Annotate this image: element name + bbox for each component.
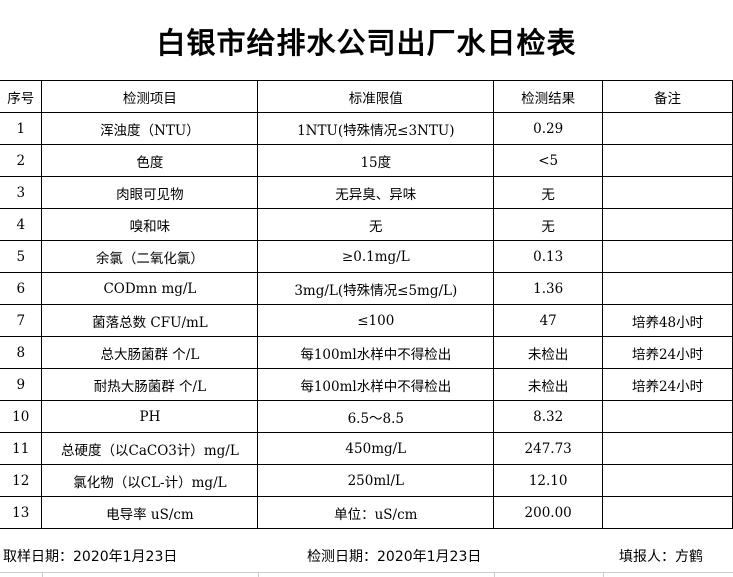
row-remark	[602, 112, 733, 145]
row-item: 耐热大肠菌群 个/L	[41, 368, 259, 401]
sample-date: 取样日期：2020年1月23日	[3, 549, 178, 565]
row-remark	[602, 400, 733, 433]
header-item: 检测项目	[41, 80, 259, 113]
row-limit: 单位：uS/cm	[257, 496, 495, 529]
row-limit: 3mg/L(特殊情况≤5mg/L)	[257, 272, 495, 305]
grid-line	[494, 572, 495, 577]
row-remark	[602, 464, 733, 497]
header-limit: 标准限值	[257, 80, 495, 113]
grid-line	[42, 572, 43, 577]
row-limit: ≤100	[257, 304, 495, 337]
row-index: 6	[0, 272, 43, 305]
inspection-table: 序号 检测项目 标准限值 检测结果 备注 1 浑浊度（NTU） 1NTU(特殊情况≤…	[0, 80, 733, 529]
row-result: 0.13	[493, 240, 604, 273]
row-item: CODmn mg/L	[41, 272, 259, 305]
header-remark: 备注	[602, 80, 733, 113]
row-result: 无	[493, 208, 604, 241]
row-index: 7	[0, 304, 43, 337]
row-remark	[602, 496, 733, 529]
row-item: 嗅和味	[41, 208, 259, 241]
row-remark	[602, 272, 733, 305]
row-remark	[602, 176, 733, 209]
row-result: <5	[493, 144, 604, 177]
row-remark	[602, 240, 733, 273]
row-remark	[602, 432, 733, 465]
row-item: 电导率 uS/cm	[41, 496, 259, 529]
row-item: 色度	[41, 144, 259, 177]
row-item: 肉眼可见物	[41, 176, 259, 209]
row-remark	[602, 208, 733, 241]
header-result: 检测结果	[493, 80, 604, 113]
row-limit: 1NTU(特殊情况≤3NTU)	[257, 112, 495, 145]
row-limit: 6.5～8.5	[257, 400, 495, 433]
grid-line	[0, 572, 733, 573]
row-result: 无	[493, 176, 604, 209]
row-index: 4	[0, 208, 43, 241]
table-row: 13 电导率 uS/cm 单位：uS/cm 200.00	[0, 496, 733, 529]
row-index: 10	[0, 400, 43, 433]
row-result: 8.32	[493, 400, 604, 433]
page-title: 白银市给排水公司出厂水日检表	[156, 26, 577, 60]
row-result: 0.29	[493, 112, 604, 145]
row-result: 247.73	[493, 432, 604, 465]
row-index: 2	[0, 144, 43, 177]
row-result: 未检出	[493, 368, 604, 401]
reporter: 填报人：方鹤	[619, 549, 703, 565]
header-row: 序号 检测项目 标准限值 检测结果 备注	[0, 80, 733, 113]
row-result: 47	[493, 304, 604, 337]
row-index: 12	[0, 464, 43, 497]
row-result: 12.10	[493, 464, 604, 497]
grid-line	[258, 572, 259, 577]
table-row: 11 总硬度（以CaCO3计）mg/L 450mg/L 247.73	[0, 432, 733, 465]
row-limit: 无	[257, 208, 495, 241]
row-remark: 培养24小时	[602, 336, 733, 369]
table-row: 3 肉眼可见物 无异臭、异味无	[0, 176, 733, 209]
row-limit: 无异臭、异味	[257, 176, 495, 209]
row-index: 9	[0, 368, 43, 401]
table-row: 7 菌落总数 CFU/mL ≤100 47 培养48小时	[0, 304, 733, 337]
row-remark: 培养48小时	[602, 304, 733, 337]
row-remark: 培养24小时	[602, 368, 733, 401]
row-index: 13	[0, 496, 43, 529]
row-limit: 每100ml水样中不得检出	[257, 368, 495, 401]
row-remark	[602, 144, 733, 177]
table-row: 9 耐热大肠菌群 个/L 每100ml水样中不得检出 未检出 培养24小时	[0, 368, 733, 401]
row-index: 11	[0, 432, 43, 465]
table-row: 2 色度 15度 <5	[0, 144, 733, 177]
row-result: 未检出	[493, 336, 604, 369]
table-row: 4 嗅和味无无	[0, 208, 733, 241]
row-item: 菌落总数 CFU/mL	[41, 304, 259, 337]
row-limit: 250ml/L	[257, 464, 495, 497]
test-date: 检测日期：2020年1月23日	[307, 549, 482, 565]
table-row: 1 浑浊度（NTU） 1NTU(特殊情况≤3NTU) 0.29	[0, 112, 733, 145]
row-limit: 450mg/L	[257, 432, 495, 465]
row-item: 余氯（二氧化氯）	[41, 240, 259, 273]
table-row: 8 总大肠菌群 个/L 每100ml水样中不得检出 未检出 培养24小时	[0, 336, 733, 369]
grid-line	[603, 572, 604, 577]
table-row: 6 CODmn mg/L 3mg/L(特殊情况≤5mg/L) 1.36	[0, 272, 733, 305]
table-row: 5 余氯（二氧化氯） ≥0.1mg/L 0.13	[0, 240, 733, 273]
table-row: 12 氯化物（以CL-计）mg/L 250ml/L 12.10	[0, 464, 733, 497]
row-item: PH	[41, 400, 259, 433]
row-item: 总大肠菌群 个/L	[41, 336, 259, 369]
row-result: 1.36	[493, 272, 604, 305]
header-index: 序号	[0, 80, 43, 113]
row-limit: ≥0.1mg/L	[257, 240, 495, 273]
row-limit: 每100ml水样中不得检出	[257, 336, 495, 369]
row-item: 浑浊度（NTU）	[41, 112, 259, 145]
row-index: 3	[0, 176, 43, 209]
row-item: 氯化物（以CL-计）mg/L	[41, 464, 259, 497]
row-item: 总硬度（以CaCO3计）mg/L	[41, 432, 259, 465]
row-result: 200.00	[493, 496, 604, 529]
row-limit: 15度	[257, 144, 495, 177]
table-row: 10 PH 6.5～8.5 8.32	[0, 400, 733, 433]
row-index: 8	[0, 336, 43, 369]
row-index: 1	[0, 112, 43, 145]
row-index: 5	[0, 240, 43, 273]
